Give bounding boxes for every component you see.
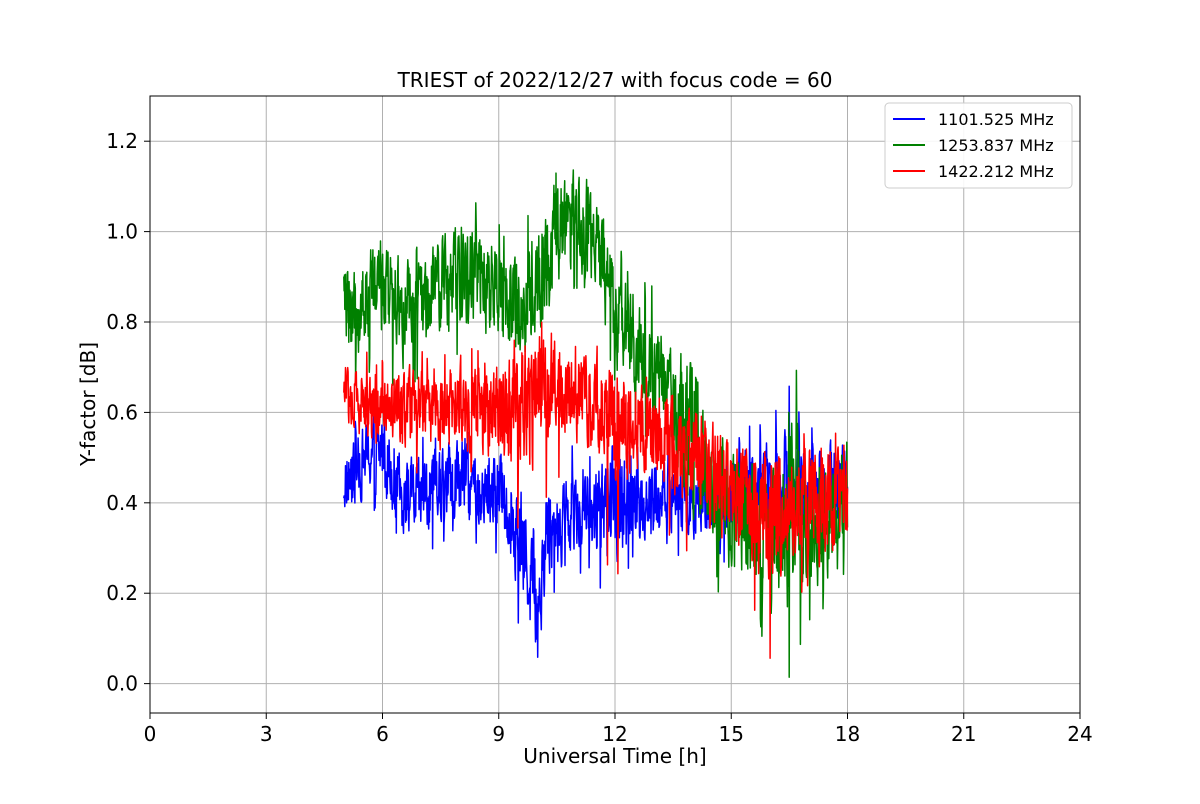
y-tick-label: 1.2 — [106, 129, 138, 153]
x-tick-label: 21 — [951, 722, 976, 746]
x-tick-label: 12 — [602, 722, 627, 746]
legend-frame — [884, 102, 1073, 189]
legend-entry-1253: 1253.837 MHz — [938, 136, 1054, 155]
y-tick-label: 0.4 — [106, 491, 138, 515]
legend-entry-1422: 1422.212 MHz — [938, 162, 1054, 181]
y-tick-label: 0.0 — [106, 672, 138, 696]
legend: 1101.525 MHz 1253.837 MHz 1422.212 MHz — [884, 102, 1073, 189]
plot-area — [343, 169, 849, 678]
x-axis: 0 3 6 9 12 15 18 21 24 — [144, 713, 1093, 746]
y-tick-label: 0.2 — [106, 581, 138, 605]
x-tick-label: 0 — [144, 722, 157, 746]
x-tick-label: 3 — [260, 722, 273, 746]
series-line-1422 — [343, 321, 849, 660]
chart-title: TRIEST of 2022/12/27 with focus code = 6… — [397, 68, 833, 92]
x-tick-label: 6 — [376, 722, 389, 746]
series-line-1101 — [343, 385, 849, 659]
x-axis-label: Universal Time [h] — [523, 744, 706, 768]
y-tick-label: 1.0 — [106, 220, 138, 244]
x-tick-label: 18 — [835, 722, 860, 746]
y-axis-label: Y-factor [dB] — [76, 342, 100, 467]
y-tick-label: 0.6 — [106, 400, 138, 424]
x-tick-label: 9 — [492, 722, 505, 746]
y-axis: 0.0 0.2 0.4 0.6 0.8 1.0 1.2 — [106, 129, 150, 696]
y-tick-label: 0.8 — [106, 310, 138, 334]
legend-entry-1101: 1101.525 MHz — [938, 110, 1054, 129]
x-tick-label: 24 — [1067, 722, 1092, 746]
x-tick-label: 15 — [719, 722, 744, 746]
